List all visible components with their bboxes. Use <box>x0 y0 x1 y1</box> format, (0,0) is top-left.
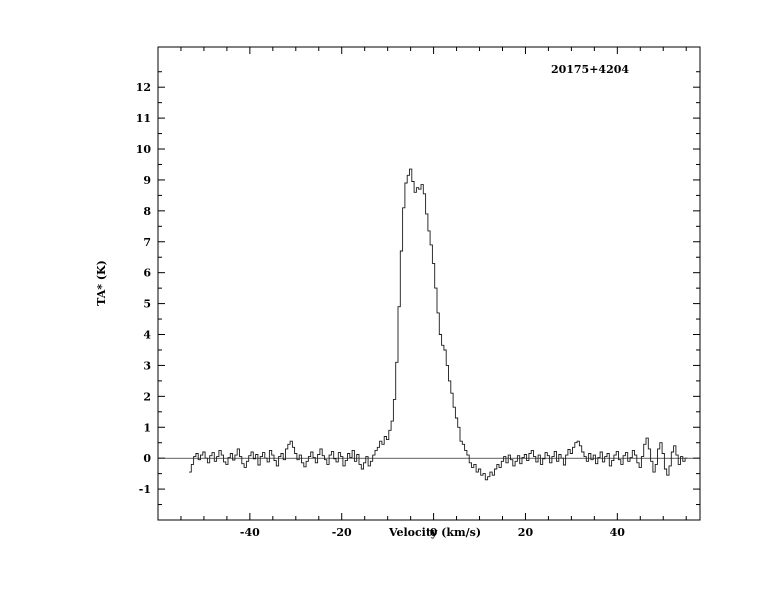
plot-frame <box>157 46 701 521</box>
x-tick-label: -20 <box>332 526 352 539</box>
y-tick-label: 6 <box>143 267 151 280</box>
y-tick-label: 8 <box>143 205 151 218</box>
y-tick-label: 10 <box>136 143 152 156</box>
y-tick-label: 12 <box>136 81 151 94</box>
y-tick-label: 9 <box>143 174 151 187</box>
x-tick-label: 20 <box>518 526 534 539</box>
y-tick-label: 11 <box>136 112 151 125</box>
x-tick-label: -40 <box>240 526 260 539</box>
x-axis-label: Velocity (km/s) <box>388 526 482 539</box>
y-tick-label: 4 <box>143 329 151 342</box>
y-tick-label: 3 <box>143 359 151 372</box>
y-tick-label: 1 <box>143 421 151 434</box>
x-tick-label: 40 <box>610 526 626 539</box>
spectrum-trace <box>189 168 688 481</box>
x-tick-label: 0 <box>430 526 438 539</box>
y-tick-label: 0 <box>143 452 151 465</box>
y-tick-label: 5 <box>143 298 151 311</box>
source-title: 20175+4204 <box>550 63 630 76</box>
y-tick-label: -1 <box>139 483 151 496</box>
y-tick-label: 2 <box>143 390 151 403</box>
y-axis-label: TA* (K) <box>95 260 108 306</box>
y-tick-label: 7 <box>143 236 151 249</box>
